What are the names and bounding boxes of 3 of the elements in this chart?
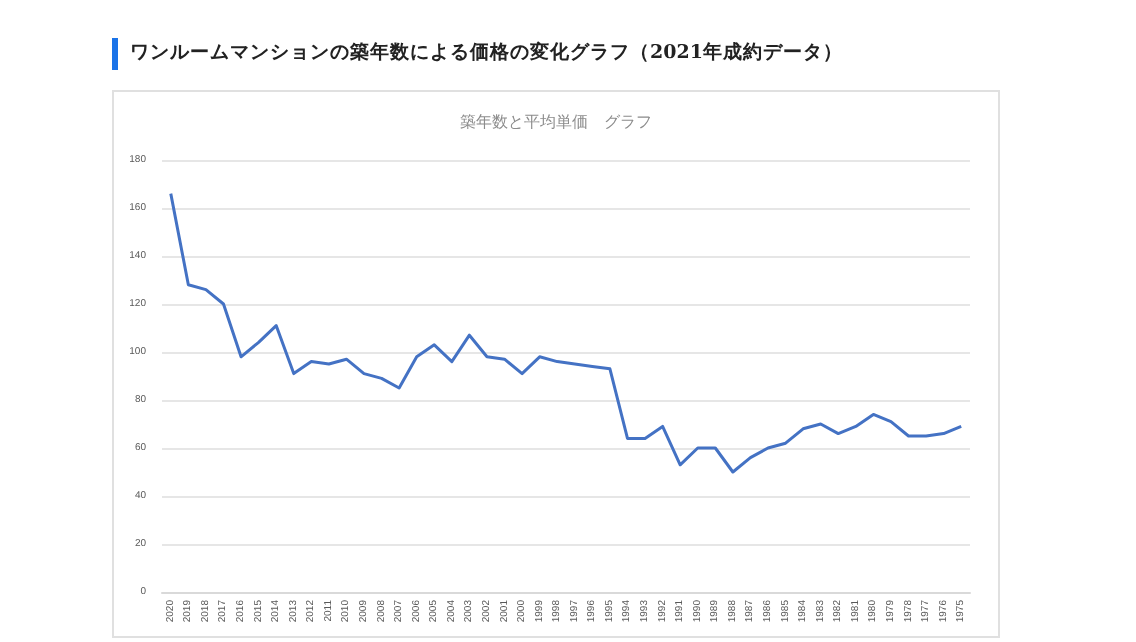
- chart-subtitle: 築年数と平均単価 グラフ: [460, 113, 652, 131]
- line-series: [169, 192, 963, 474]
- chart-title: ワンルームマンションの築年数による価格の変化グラフ（2021年成約データ）: [112, 38, 843, 70]
